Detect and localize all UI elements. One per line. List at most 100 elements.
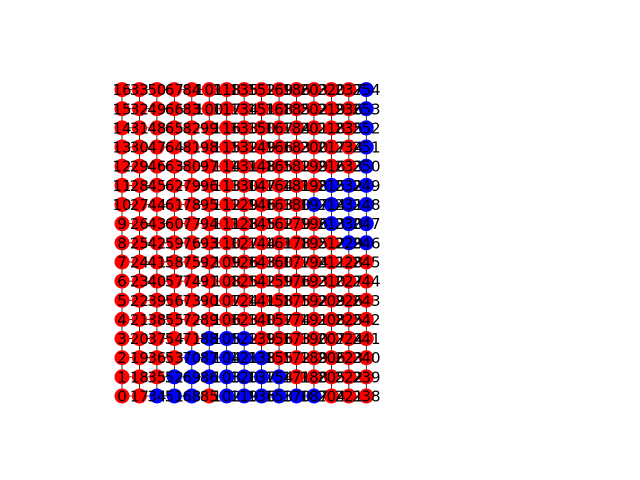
graph-node-97 — [201, 158, 217, 174]
graph-node-58 — [166, 254, 182, 270]
graph-node-6 — [114, 273, 130, 289]
graph-node-label-84: 84 — [182, 81, 201, 99]
graph-node-75 — [184, 254, 200, 270]
graph-node-143 — [254, 254, 270, 270]
graph-node-38 — [149, 311, 165, 327]
graph-node-label-141: 141 — [247, 292, 276, 310]
graph-node-label-94: 94 — [200, 215, 219, 233]
graph-node-label-188: 188 — [300, 368, 329, 386]
graph-node-label-209: 209 — [317, 292, 346, 310]
graph-node-label-152: 152 — [247, 81, 276, 99]
graph-node-label-237: 237 — [335, 81, 364, 99]
graph-node-84 — [184, 82, 200, 98]
graph-node-29 — [131, 158, 147, 174]
graph-node-label-230: 230 — [335, 215, 364, 233]
graph-node-label-31: 31 — [130, 119, 149, 137]
graph-node-label-211: 211 — [317, 253, 346, 271]
graph-node-label-242: 242 — [352, 311, 381, 329]
graph-node-label-48: 48 — [147, 119, 166, 137]
graph-node-36 — [149, 350, 165, 366]
graph-node-116 — [219, 120, 235, 136]
graph-node-250 — [358, 158, 374, 174]
graph-node-137 — [254, 369, 270, 385]
graph-node-label-145: 145 — [247, 215, 276, 233]
graph-node-162 — [271, 216, 287, 232]
graph-node-106 — [219, 311, 235, 327]
graph-node-label-120: 120 — [230, 368, 259, 386]
graph-node-label-26: 26 — [130, 215, 149, 233]
graph-node-label-59: 59 — [165, 234, 184, 252]
graph-node-153 — [271, 388, 287, 404]
graph-node-label-193: 193 — [300, 273, 329, 291]
graph-node-147 — [254, 177, 270, 193]
graph-node-30 — [131, 139, 147, 155]
graph-node-83 — [184, 101, 200, 117]
graph-node-114 — [219, 158, 235, 174]
graph-node-label-243: 243 — [352, 292, 381, 310]
graph-node-label-66: 66 — [165, 100, 184, 118]
graph-node-label-99: 99 — [200, 119, 219, 137]
graph-node-133 — [236, 120, 252, 136]
graph-node-238 — [358, 388, 374, 404]
graph-node-label-22: 22 — [130, 292, 149, 310]
graph-node-90 — [201, 292, 217, 308]
graph-node-209 — [323, 292, 339, 308]
graph-node-199 — [306, 158, 322, 174]
graph-node-label-103: 103 — [212, 368, 241, 386]
graph-node-label-224: 224 — [335, 330, 364, 348]
graph-node-label-23: 23 — [130, 273, 149, 291]
graph-node-64 — [166, 139, 182, 155]
graph-node-111 — [219, 216, 235, 232]
graph-node-67 — [166, 82, 182, 98]
graph-node-label-121: 121 — [230, 349, 259, 367]
graph-node-82 — [184, 120, 200, 136]
graph-node-228 — [341, 254, 357, 270]
graph-node-label-54: 54 — [165, 330, 184, 348]
graph-node-label-140: 140 — [247, 311, 276, 329]
graph-node-label-98: 98 — [200, 139, 219, 157]
graph-node-label-149: 149 — [247, 139, 276, 157]
graph-node-70 — [184, 350, 200, 366]
graph-node-109 — [219, 254, 235, 270]
graph-node-label-148: 148 — [247, 158, 276, 176]
graph-node-label-246: 246 — [352, 234, 381, 252]
graph-node-5 — [114, 292, 130, 308]
graph-node-184 — [289, 120, 304, 136]
graph-node-label-3: 3 — [117, 330, 127, 348]
graph-node-154 — [271, 369, 287, 385]
graph-node-103 — [219, 369, 235, 385]
graph-node-label-102: 102 — [212, 388, 241, 406]
graph-node-label-126: 126 — [230, 253, 259, 271]
graph-node-174 — [289, 311, 304, 327]
graph-node-label-173: 173 — [282, 330, 311, 348]
graph-node-label-143: 143 — [247, 253, 276, 271]
graph-node-label-239: 239 — [352, 368, 381, 386]
graph-node-74 — [184, 273, 200, 289]
graph-node-134 — [236, 101, 252, 117]
graph-node-label-176: 176 — [282, 273, 311, 291]
graph-node-label-251: 251 — [352, 139, 381, 157]
graph-node-144 — [254, 235, 270, 251]
graph-node-87 — [201, 350, 217, 366]
graph-node-label-144: 144 — [247, 234, 276, 252]
graph-node-167 — [271, 120, 287, 136]
graph-node-label-44: 44 — [147, 196, 166, 214]
graph-nodes — [114, 82, 374, 404]
graph-node-label-186: 186 — [282, 81, 311, 99]
graph-node-label-86: 86 — [200, 368, 219, 386]
graph-node-label-62: 62 — [165, 177, 184, 195]
graph-node-236 — [341, 101, 357, 117]
graph-node-49 — [149, 101, 165, 117]
graph-node-71 — [184, 331, 200, 347]
graph-node-label-100: 100 — [195, 100, 224, 118]
graph-node-243 — [358, 292, 374, 308]
graph-node-label-138: 138 — [247, 349, 276, 367]
graph-node-label-2: 2 — [117, 349, 127, 367]
graph-node-label-131: 131 — [230, 158, 259, 176]
graph-node-16 — [114, 82, 130, 98]
graph-node-230 — [341, 216, 357, 232]
graph-node-104 — [219, 350, 235, 366]
graph-node-95 — [201, 197, 217, 212]
graph-node-52 — [166, 369, 182, 385]
graph-node-131 — [236, 158, 252, 174]
